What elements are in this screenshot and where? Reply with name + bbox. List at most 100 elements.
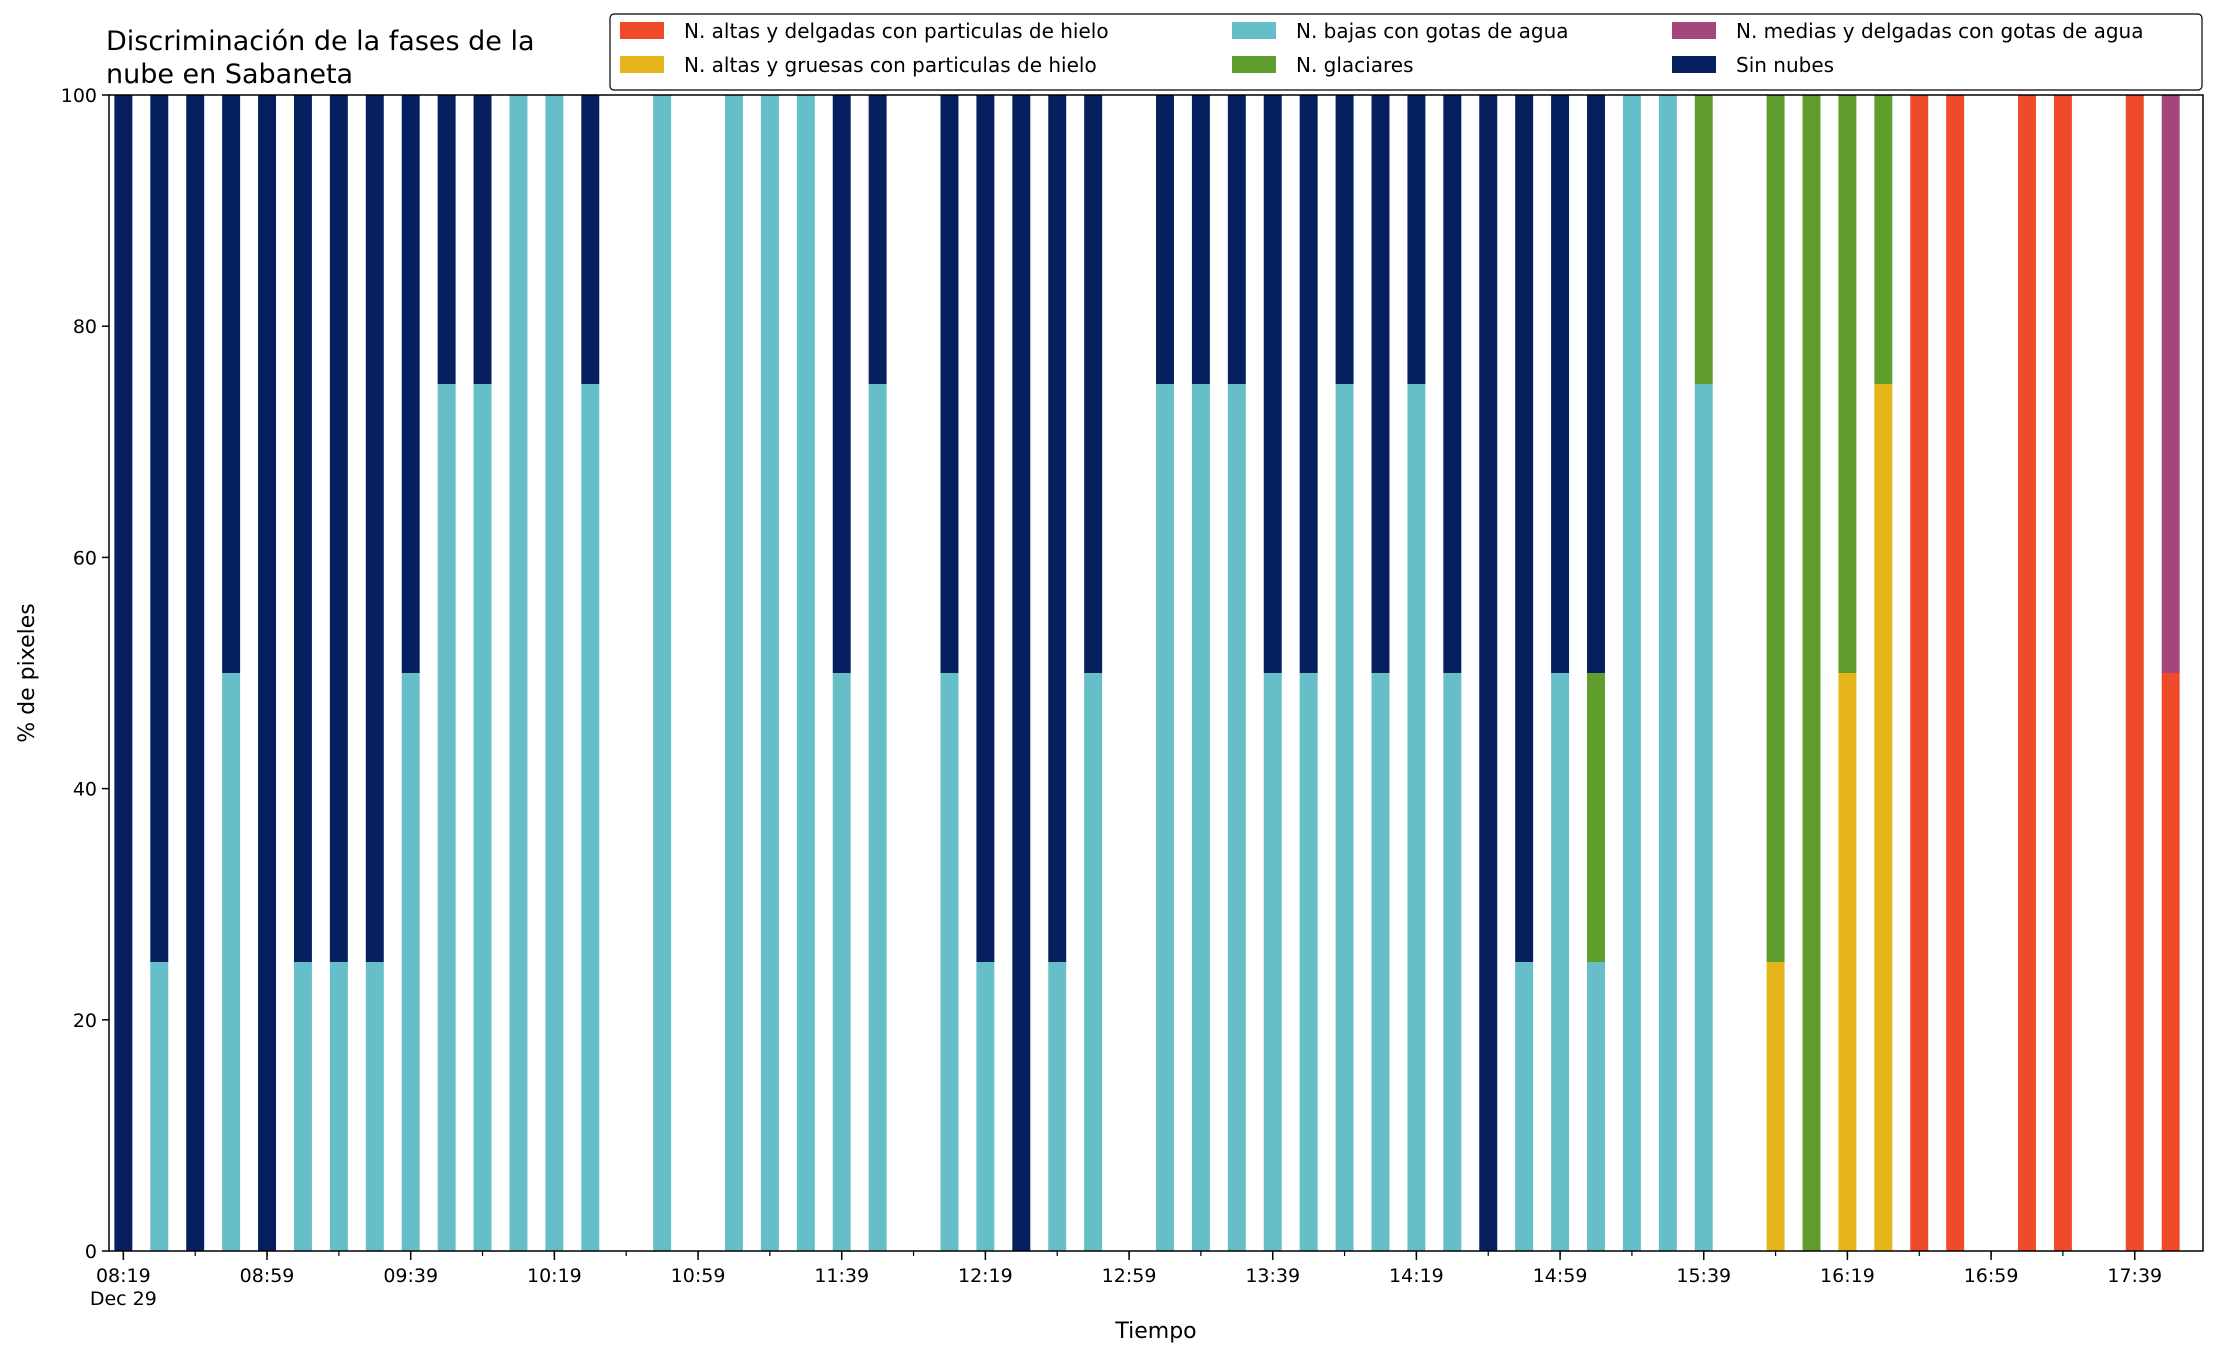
bar-segment-2-21 bbox=[868, 384, 887, 1251]
bar-segment-2-44 bbox=[1694, 384, 1713, 1251]
y-tick-label: 100 bbox=[61, 85, 97, 107]
x-tick-label: 16:19 bbox=[1820, 1265, 1875, 1287]
x-tick-label: 12:19 bbox=[958, 1265, 1013, 1287]
bar-segment-2-31 bbox=[1227, 384, 1246, 1251]
bar-segment-2-24 bbox=[976, 962, 995, 1251]
bar-segment-2-34 bbox=[1335, 384, 1354, 1251]
y-tick-label: 80 bbox=[73, 316, 97, 338]
bar-segment-5-32 bbox=[1263, 95, 1282, 673]
x-tick-label: 10:19 bbox=[527, 1265, 582, 1287]
bar-segment-5-26 bbox=[1048, 95, 1067, 962]
bar-segment-2-36 bbox=[1407, 384, 1426, 1251]
bar-segment-2-11 bbox=[509, 95, 528, 1251]
bar-segment-5-20 bbox=[832, 95, 851, 673]
bar-segment-5-6 bbox=[329, 95, 348, 962]
bar-segment-2-26 bbox=[1048, 962, 1067, 1251]
bar-segment-0-51 bbox=[1946, 95, 1965, 1251]
legend-item-label: Sin nubes bbox=[1736, 53, 1834, 77]
legend-swatch bbox=[1232, 22, 1276, 39]
bar-segment-2-35 bbox=[1371, 673, 1390, 1251]
bar-segment-2-9 bbox=[437, 384, 456, 1251]
bar-segment-5-34 bbox=[1335, 95, 1354, 384]
bar-segment-5-1 bbox=[150, 95, 169, 962]
bar-segment-2-23 bbox=[940, 673, 959, 1251]
bar-segment-5-4 bbox=[258, 95, 277, 1251]
bar-segment-5-36 bbox=[1407, 95, 1426, 384]
legend-swatch bbox=[1672, 22, 1716, 39]
bar-segment-5-25 bbox=[1012, 95, 1031, 1251]
x-tick-label: 09:39 bbox=[383, 1265, 438, 1287]
bar-segment-2-3 bbox=[222, 673, 241, 1251]
bar-segment-2-37 bbox=[1443, 673, 1462, 1251]
bar-segment-3-46 bbox=[1766, 95, 1785, 962]
y-tick-label: 20 bbox=[73, 1010, 97, 1032]
bar-segment-5-41 bbox=[1587, 95, 1605, 673]
y-tick-label: 60 bbox=[73, 547, 97, 569]
x-tick-label: 14:59 bbox=[1533, 1265, 1588, 1287]
bar-segment-1-48 bbox=[1838, 673, 1857, 1251]
bar-segment-5-13 bbox=[581, 95, 600, 384]
x-tick-label: 10:59 bbox=[671, 1265, 726, 1287]
x-tick-label: 08:19 Dec 29 bbox=[90, 1265, 157, 1310]
bar-segment-2-29 bbox=[1156, 384, 1174, 1251]
legend-item-label: N. glaciares bbox=[1296, 53, 1414, 77]
bar-segment-5-30 bbox=[1191, 95, 1210, 384]
bar-segment-3-48 bbox=[1838, 95, 1857, 673]
bar-segment-5-9 bbox=[437, 95, 456, 384]
bar-segment-2-43 bbox=[1658, 95, 1677, 1251]
bar-segment-3-41 bbox=[1587, 673, 1605, 962]
bar-segment-4-57 bbox=[2161, 95, 2180, 673]
bar-segment-5-33 bbox=[1299, 95, 1318, 673]
bar-segment-5-8 bbox=[401, 95, 420, 673]
bar-segment-2-30 bbox=[1191, 384, 1210, 1251]
y-tick-label: 0 bbox=[85, 1241, 97, 1263]
x-tick-label: 12:59 bbox=[1102, 1265, 1157, 1287]
x-tick-label: 17:39 bbox=[2107, 1265, 2162, 1287]
x-tick-label: 14:19 bbox=[1389, 1265, 1444, 1287]
bar-segment-5-27 bbox=[1084, 95, 1103, 673]
bar-segment-0-56 bbox=[2125, 95, 2144, 1251]
bar-segment-5-7 bbox=[365, 95, 384, 962]
bar-segment-0-53 bbox=[2018, 95, 2036, 1251]
ticks-layer: 0 20 40 60 80 100 08:19 Dec 29 08:59 09:39 10:19 10… bbox=[61, 85, 2162, 1310]
bar-segment-5-21 bbox=[868, 95, 887, 384]
bar-segment-5-31 bbox=[1227, 95, 1246, 384]
legend: N. altas y delgadas con particulas de hi… bbox=[609, 13, 2203, 91]
bar-segment-0-50 bbox=[1910, 95, 1929, 1251]
bar-segment-2-6 bbox=[329, 962, 348, 1251]
bar-segment-5-0 bbox=[114, 95, 133, 1251]
x-tick-label: 13:39 bbox=[1245, 1265, 1300, 1287]
bar-segment-2-42 bbox=[1622, 95, 1641, 1251]
chart-title: Discriminación de la fases de la nube en … bbox=[106, 26, 535, 90]
x-tick-label: 15:39 bbox=[1676, 1265, 1731, 1287]
bar-segment-2-13 bbox=[581, 384, 600, 1251]
bar-segment-2-19 bbox=[796, 95, 815, 1251]
bar-segment-0-57 bbox=[2161, 673, 2180, 1251]
bar-segment-2-17 bbox=[724, 95, 743, 1251]
bar-segment-2-40 bbox=[1551, 673, 1570, 1251]
bar-segment-2-18 bbox=[760, 95, 779, 1251]
legend-swatch bbox=[1232, 56, 1276, 73]
bar-segment-2-27 bbox=[1084, 673, 1103, 1251]
bar-segment-2-7 bbox=[365, 962, 384, 1251]
x-tick-label: 08:59 bbox=[240, 1265, 295, 1287]
bar-segment-2-20 bbox=[832, 673, 851, 1251]
bar-segment-2-15 bbox=[653, 95, 672, 1251]
bar-segment-5-23 bbox=[940, 95, 959, 673]
bar-segment-0-54 bbox=[2053, 95, 2072, 1251]
bar-segment-2-5 bbox=[293, 962, 312, 1251]
x-axis-label: Tiempo bbox=[1114, 1319, 1196, 1344]
legend-frame bbox=[609, 13, 2203, 91]
bar-segment-1-49 bbox=[1874, 384, 1893, 1251]
bar-segment-5-24 bbox=[976, 95, 995, 962]
bar-segment-5-37 bbox=[1443, 95, 1462, 673]
bar-segment-2-33 bbox=[1299, 673, 1318, 1251]
legend-swatch bbox=[620, 56, 664, 73]
bar-segment-5-10 bbox=[473, 95, 492, 384]
bar-segment-5-2 bbox=[186, 95, 205, 1251]
bar-segment-2-32 bbox=[1263, 673, 1282, 1251]
bar-segment-5-5 bbox=[293, 95, 312, 962]
bar-segment-2-41 bbox=[1587, 962, 1605, 1251]
